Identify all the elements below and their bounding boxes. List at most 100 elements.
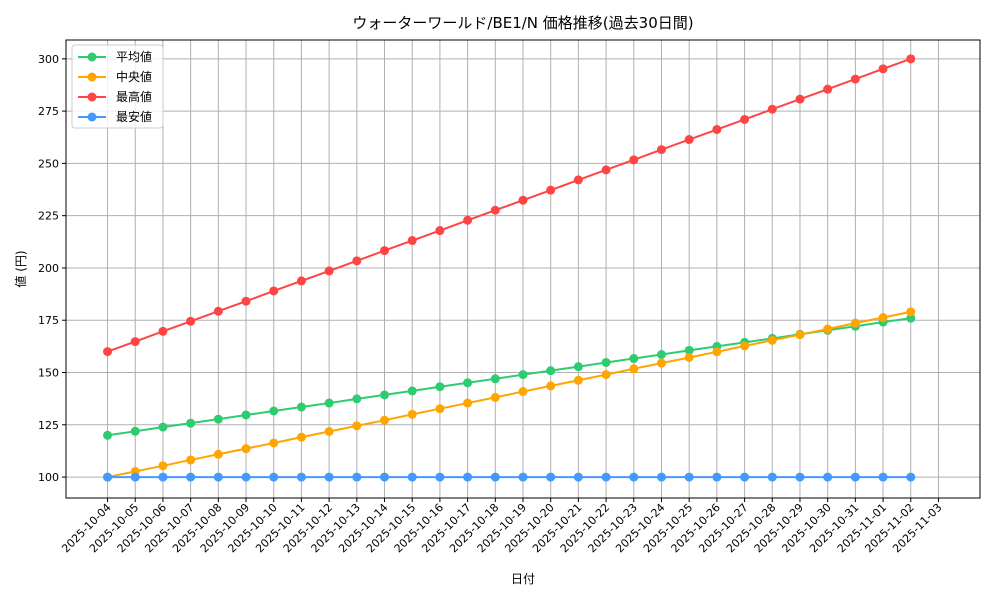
data-point — [850, 74, 860, 84]
data-point — [573, 472, 583, 482]
data-point — [324, 398, 334, 408]
data-point — [463, 472, 473, 482]
data-point — [573, 362, 583, 372]
legend-label: 平均値 — [116, 49, 152, 64]
data-point — [186, 472, 196, 482]
legend-entry: 最安値 — [78, 109, 152, 124]
data-point — [130, 472, 140, 482]
data-point — [573, 175, 583, 185]
data-point — [518, 387, 528, 397]
data-point — [407, 236, 417, 246]
data-point — [684, 345, 694, 355]
y-tick-label: 250 — [38, 157, 59, 170]
data-point — [324, 472, 334, 482]
chart-title: ウォーターワールド/BE1/N 価格推移(過去30日間) — [352, 14, 693, 32]
data-point — [490, 205, 500, 215]
data-point — [435, 472, 445, 482]
data-point — [795, 330, 805, 340]
data-point — [269, 472, 279, 482]
data-point — [629, 472, 639, 482]
data-point — [130, 426, 140, 436]
data-point — [601, 370, 611, 380]
data-point — [407, 472, 417, 482]
data-point — [296, 276, 306, 286]
data-point — [213, 414, 223, 424]
data-point — [795, 94, 805, 104]
data-point — [518, 472, 528, 482]
data-point — [712, 347, 722, 357]
data-point — [601, 472, 611, 482]
data-point — [324, 426, 334, 436]
data-point — [629, 364, 639, 374]
data-point — [850, 318, 860, 328]
data-point — [352, 421, 362, 431]
grid — [66, 40, 980, 498]
data-point — [435, 404, 445, 414]
y-tick-label: 275 — [38, 105, 59, 118]
data-point — [269, 438, 279, 448]
legend-box — [71, 44, 164, 129]
y-axis: 100 125 150 175 200 225 250 275 300 — [38, 53, 66, 484]
data-point — [103, 430, 113, 440]
data-point — [407, 386, 417, 396]
data-point — [740, 472, 750, 482]
data-point — [767, 335, 777, 345]
data-point — [435, 382, 445, 392]
data-point — [380, 246, 390, 256]
data-point — [213, 306, 223, 316]
data-point — [130, 337, 140, 347]
data-point — [407, 409, 417, 419]
legend-label: 最高値 — [116, 89, 152, 104]
data-point — [823, 84, 833, 94]
x-axis-label: 日付 — [511, 572, 535, 586]
data-point — [158, 422, 168, 432]
data-point — [712, 125, 722, 135]
series-group — [103, 54, 916, 482]
y-tick-label: 300 — [38, 53, 59, 66]
data-point — [103, 472, 113, 482]
data-point — [324, 266, 334, 276]
data-point — [656, 472, 666, 482]
data-point — [823, 472, 833, 482]
data-point — [463, 398, 473, 408]
data-point — [380, 415, 390, 425]
data-point — [656, 145, 666, 155]
data-point — [241, 296, 251, 306]
data-point — [906, 54, 916, 64]
data-point — [823, 324, 833, 334]
y-tick-label: 125 — [38, 419, 59, 432]
data-point — [767, 104, 777, 114]
data-point — [490, 374, 500, 384]
data-point — [850, 472, 860, 482]
data-point — [712, 472, 722, 482]
series-line — [107, 317, 911, 437]
y-tick-label: 225 — [38, 210, 59, 223]
legend-entry: 平均値 — [78, 49, 152, 64]
data-point — [878, 313, 888, 323]
data-point — [546, 472, 556, 482]
legend-label: 中央値 — [116, 69, 152, 84]
data-point — [656, 350, 666, 360]
data-point — [213, 449, 223, 459]
legend-label: 最安値 — [116, 109, 152, 124]
series-3 — [103, 472, 916, 482]
legend-entry: 最高値 — [78, 89, 152, 104]
series-1 — [103, 307, 916, 482]
data-point — [767, 472, 777, 482]
data-point — [546, 366, 556, 376]
data-point — [158, 461, 168, 471]
series-2 — [103, 54, 916, 357]
data-point — [906, 307, 916, 317]
data-point — [352, 472, 362, 482]
data-point — [269, 286, 279, 296]
data-point — [296, 402, 306, 412]
data-point — [213, 472, 223, 482]
series-0 — [103, 313, 916, 440]
data-point — [878, 64, 888, 74]
legend-marker — [87, 72, 97, 82]
data-point — [186, 316, 196, 326]
y-tick-label: 175 — [38, 314, 59, 327]
data-point — [103, 347, 113, 357]
data-point — [601, 165, 611, 175]
